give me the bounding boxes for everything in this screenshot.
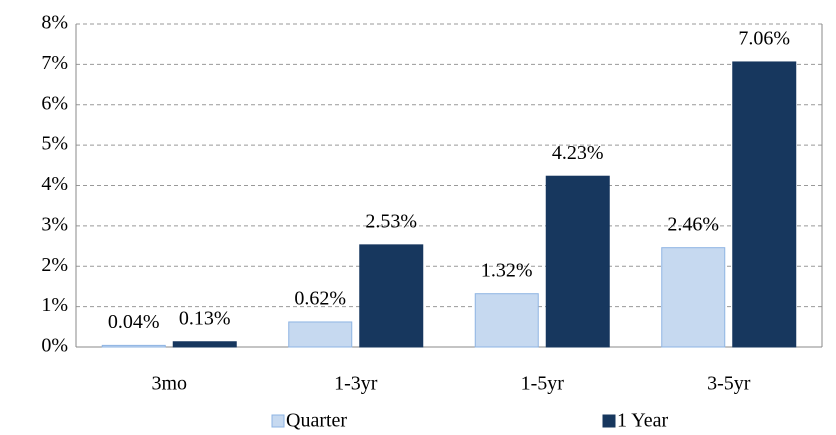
y-tick-label: 2% — [41, 254, 68, 276]
y-tick-label: 0% — [41, 335, 68, 357]
value-label: 2.53% — [365, 210, 417, 232]
x-tick-label: 3-5yr — [707, 373, 751, 395]
y-tick-label: 6% — [41, 92, 68, 114]
y-tick-label: 3% — [41, 213, 68, 235]
legend-label: Quarter — [286, 410, 347, 432]
bar — [732, 61, 797, 348]
bar — [172, 341, 237, 348]
y-tick-label: 4% — [41, 173, 68, 195]
value-label: 2.46% — [667, 213, 719, 235]
bar — [288, 321, 353, 348]
x-tick-label: 1-5yr — [521, 373, 565, 395]
legend-label: 1 Year — [617, 410, 668, 432]
legend-swatch — [271, 414, 285, 428]
legend-swatch — [602, 414, 616, 428]
y-tick-label: 5% — [41, 133, 68, 155]
bar — [101, 344, 166, 348]
y-tick-label: 7% — [41, 52, 68, 74]
value-label: 0.04% — [108, 311, 160, 333]
value-label: 7.06% — [738, 28, 790, 50]
bar — [359, 244, 424, 348]
bar — [474, 293, 539, 348]
y-tick-label: 8% — [41, 12, 68, 34]
value-label: 0.13% — [179, 307, 231, 329]
value-label: 4.23% — [552, 142, 604, 164]
x-tick-label: 3mo — [151, 373, 187, 395]
value-label: 0.62% — [294, 288, 346, 310]
y-tick-label: 1% — [41, 294, 68, 316]
bar — [661, 247, 726, 348]
value-label: 1.32% — [481, 259, 533, 281]
bar — [545, 175, 610, 348]
x-tick-label: 1-3yr — [334, 373, 378, 395]
